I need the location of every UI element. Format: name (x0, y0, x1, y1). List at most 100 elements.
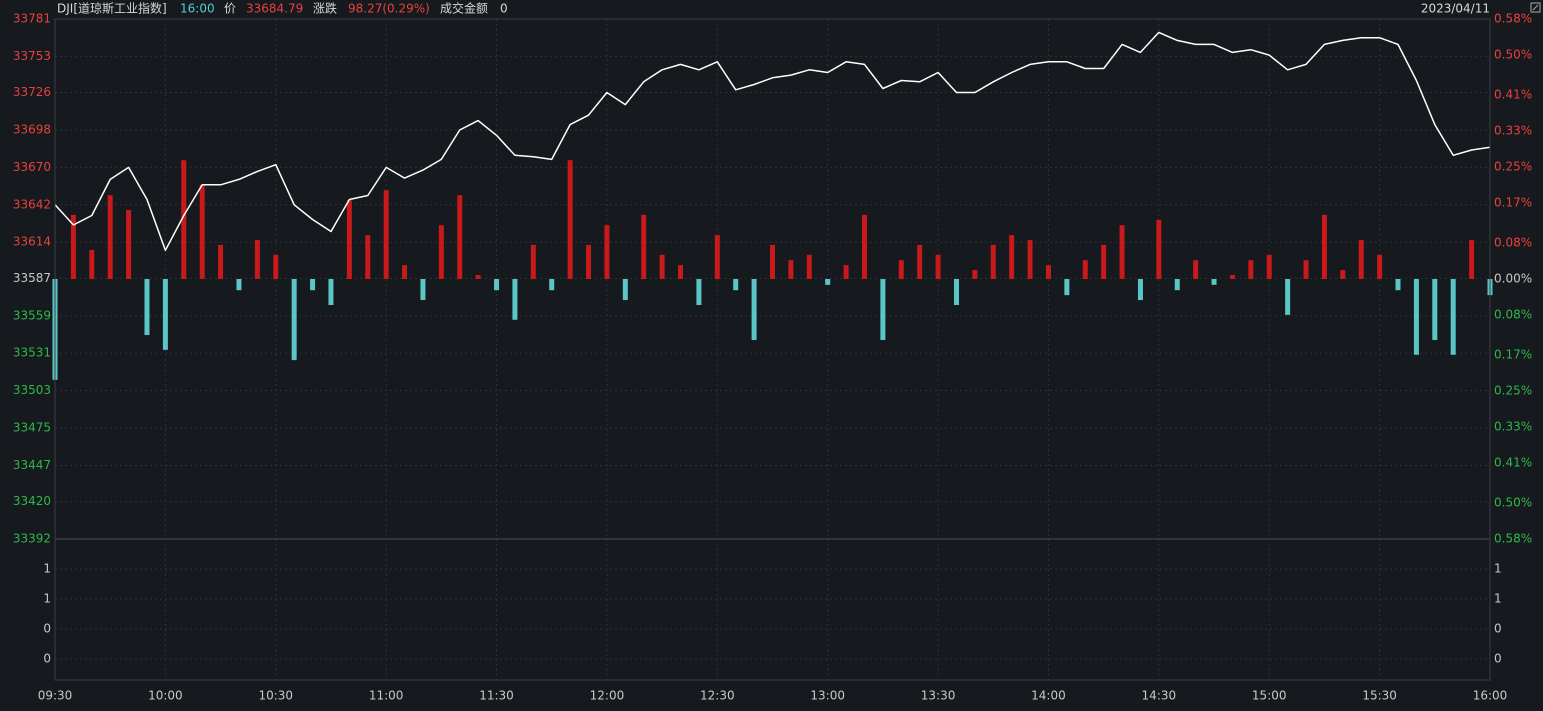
bar (420, 279, 426, 301)
bar (162, 279, 168, 350)
bar (825, 279, 831, 285)
bar (1137, 279, 1143, 301)
bar (1101, 244, 1107, 279)
bar (1413, 279, 1419, 355)
volume-tick-label-right: 0 (1494, 622, 1502, 636)
settings-icon[interactable] (1530, 2, 1541, 13)
x-tick-label: 10:30 (258, 689, 293, 703)
x-tick-label: 10:00 (148, 689, 183, 703)
y-tick-label: 33559 (13, 308, 51, 322)
bar (346, 200, 352, 279)
bar (254, 240, 260, 279)
x-tick-label: 11:00 (369, 689, 404, 703)
bar (622, 279, 628, 301)
y-tick-label: 33420 (13, 494, 51, 508)
bar (383, 190, 389, 279)
bar (935, 254, 941, 279)
bar (733, 279, 739, 291)
y-tick-label: 33475 (13, 421, 51, 435)
symbol: DJI[道琼斯工业指数] (57, 1, 167, 16)
bar (144, 279, 150, 336)
bar (70, 214, 76, 279)
bar (1229, 274, 1235, 279)
volume-tick-label: 0 (43, 652, 51, 666)
volume-tick-label: 0 (43, 622, 51, 636)
volume-tick-label: 1 (43, 562, 51, 576)
bar (1156, 219, 1162, 279)
bar (457, 195, 463, 279)
bar (107, 195, 113, 279)
y-tick-label: 33392 (13, 532, 51, 546)
y-tick-label: 33670 (13, 160, 51, 174)
bar (1432, 279, 1438, 340)
bar (972, 270, 978, 279)
x-tick-label: 12:30 (700, 689, 735, 703)
y-tick-label: 33781 (13, 12, 51, 26)
bar (1377, 254, 1383, 279)
bar (678, 265, 684, 279)
y-tick-label: 33698 (13, 122, 51, 136)
x-tick-label: 16:00 (1473, 689, 1508, 703)
bar (438, 225, 444, 279)
bar (310, 279, 316, 291)
bar (586, 244, 592, 279)
y-tick-label: 33753 (13, 49, 51, 63)
bar (1469, 240, 1475, 279)
y2-tick-label: 0.50% (1494, 496, 1532, 510)
bar (898, 260, 904, 279)
x-tick-label: 15:00 (1252, 689, 1287, 703)
y2-tick-label: 0.33% (1494, 124, 1532, 138)
grid (54, 18, 1491, 680)
amount-label: 成交金额 (440, 1, 488, 16)
bar (659, 254, 665, 279)
x-tick-label: 11:30 (479, 689, 514, 703)
amount: 0 (500, 2, 508, 16)
bar (126, 209, 132, 279)
bar (917, 244, 923, 279)
bar (530, 244, 536, 279)
bar (1266, 254, 1272, 279)
bar (861, 214, 867, 279)
y-tick-label: 33587 (13, 271, 51, 285)
date: 2023/04/11 (1421, 2, 1490, 16)
bar (1248, 260, 1254, 279)
bar (1009, 235, 1015, 279)
bar (770, 244, 775, 279)
bar (788, 260, 794, 279)
bar (236, 279, 242, 291)
y2-tick-label: 0.50% (1494, 47, 1532, 61)
bar (1119, 225, 1125, 279)
bar (1450, 279, 1456, 355)
bar (567, 160, 573, 279)
y-tick-label: 33531 (13, 346, 51, 360)
y2-tick-label: 0.41% (1494, 88, 1532, 102)
bar (641, 214, 647, 279)
bar (843, 265, 849, 279)
x-tick-label: 14:30 (1142, 689, 1177, 703)
bar (696, 279, 702, 305)
bar (714, 235, 720, 279)
volume-tick-label-right: 0 (1494, 652, 1502, 666)
bar (604, 225, 610, 279)
bar (1193, 260, 1199, 279)
x-tick-label: 13:30 (921, 689, 956, 703)
bar (1174, 279, 1180, 291)
y2-tick-label: 0.41% (1494, 455, 1532, 469)
bar (365, 235, 371, 279)
labels: 33781 33753 33726 33698 33670 33642 33614 33587… (13, 12, 1532, 703)
bar (1285, 279, 1291, 315)
settings-icon-stroke (1532, 4, 1539, 11)
time: 16:00 (180, 2, 215, 16)
bar (291, 279, 297, 361)
x-tick-label: 12:00 (590, 689, 625, 703)
bar (218, 244, 224, 279)
bar (1082, 260, 1088, 279)
price-label: 价 (224, 2, 236, 16)
y-tick-label: 33614 (13, 235, 51, 249)
volume-tick-label: 1 (43, 592, 51, 606)
x-tick-label: 15:30 (1362, 689, 1397, 703)
bar (751, 279, 757, 340)
bar (1340, 270, 1346, 279)
